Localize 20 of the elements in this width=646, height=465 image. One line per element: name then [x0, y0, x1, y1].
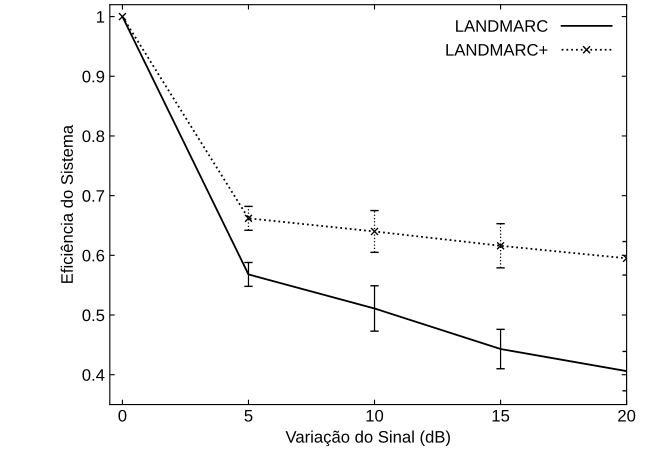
- legend-label: LANDMARC+: [446, 44, 548, 56]
- y-tick-label: 0.5: [82, 309, 104, 322]
- y-tick-label: 0.4: [82, 369, 104, 381]
- point: [244, 214, 253, 222]
- x-tick-label: 20: [618, 410, 636, 422]
- point: [496, 242, 505, 250]
- point: [118, 12, 127, 21]
- x-tick-label: 0: [118, 410, 126, 422]
- x-tick-label: 5: [244, 410, 252, 422]
- point: [370, 227, 379, 236]
- x-axis-title: Variação do Sinal (dB): [286, 430, 450, 446]
- x-tick-label: 15: [492, 410, 510, 422]
- legend-label: LANDMARC: [456, 20, 548, 32]
- y-tick-label: 0.9: [82, 70, 104, 82]
- y-tick-label: 0.6: [82, 250, 104, 262]
- y-tick-label: 0.7: [82, 190, 104, 202]
- y-tick-label: 0.8: [82, 130, 104, 142]
- y-tick-label: 1: [96, 11, 104, 23]
- x-tick-label: 10: [366, 410, 384, 422]
- y-axis-title: Eficiência do Sistema: [60, 124, 73, 283]
